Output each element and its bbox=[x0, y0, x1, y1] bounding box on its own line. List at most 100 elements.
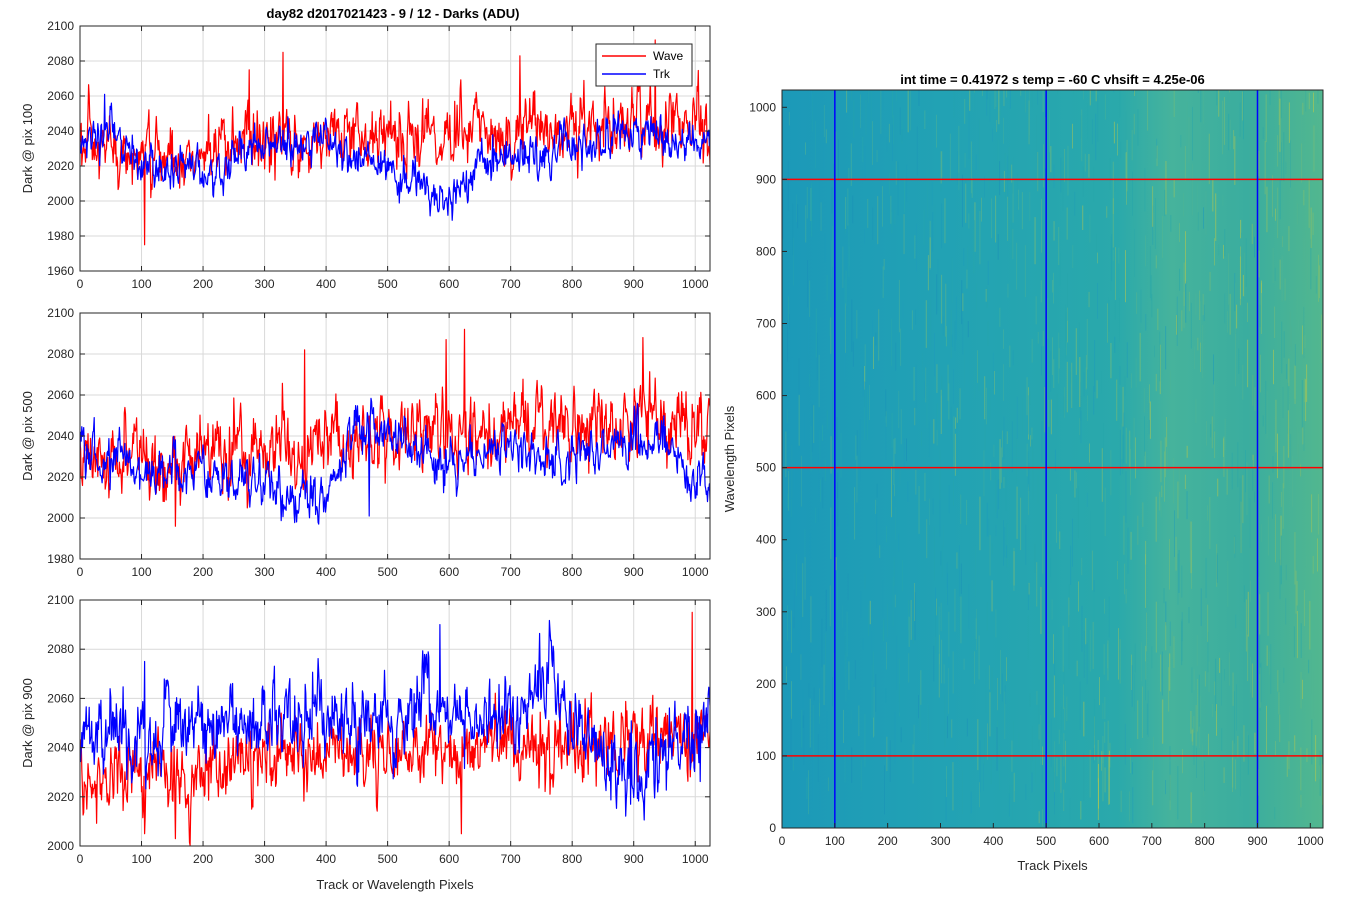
heatmap-streak bbox=[1068, 597, 1070, 628]
heatmap-streak bbox=[852, 341, 854, 367]
heatmap-streak bbox=[1011, 164, 1013, 183]
heatmap-streak bbox=[815, 308, 817, 358]
heatmap-streak bbox=[1146, 612, 1147, 652]
heatmap-streak bbox=[1284, 278, 1286, 301]
heatmap-streak bbox=[908, 616, 910, 647]
heatmap-streak bbox=[949, 133, 951, 180]
heatmap-streak bbox=[1200, 342, 1201, 372]
heatmap-streak bbox=[1044, 387, 1046, 433]
heatmap-streak bbox=[1242, 274, 1244, 297]
heatmap-streak bbox=[1110, 343, 1112, 379]
heatmap-streak bbox=[1137, 515, 1139, 545]
y-axis-label: Dark @ pix 500 bbox=[20, 391, 35, 481]
heatmap-streak bbox=[900, 409, 902, 445]
heatmap-streak bbox=[840, 432, 842, 478]
heatmap-streak bbox=[792, 203, 794, 256]
heatmap-streak bbox=[1214, 238, 1215, 266]
heatmap-streak bbox=[986, 286, 988, 308]
heatmap-streak bbox=[875, 332, 877, 346]
heatmap-streak bbox=[1267, 592, 1269, 636]
heatmap-streak bbox=[1083, 752, 1085, 801]
y-tick-label: 2040 bbox=[47, 429, 74, 443]
heatmap-streak bbox=[936, 114, 937, 148]
heatmap-streak bbox=[898, 658, 900, 702]
y-tick-label: 700 bbox=[756, 317, 776, 331]
heatmap-streak bbox=[1050, 544, 1052, 583]
series-line-wave bbox=[80, 328, 710, 527]
heatmap-streak bbox=[964, 348, 965, 391]
heatmap-streak bbox=[989, 92, 991, 122]
heatmap-streak bbox=[1067, 273, 1068, 321]
heatmap-streak bbox=[974, 651, 975, 685]
heatmap-streak bbox=[1200, 588, 1202, 626]
x-tick-label: 400 bbox=[983, 834, 1003, 848]
heatmap-streak bbox=[1254, 491, 1255, 503]
heatmap-streak bbox=[1165, 601, 1167, 626]
heatmap-streak bbox=[1038, 811, 1040, 824]
heatmap-streak bbox=[806, 187, 808, 219]
heatmap-streak bbox=[1170, 370, 1171, 395]
heatmap-streak bbox=[824, 233, 826, 263]
heatmap-streak bbox=[955, 296, 957, 341]
heatmap-streak bbox=[1265, 94, 1267, 143]
heatmap-streak bbox=[989, 692, 991, 737]
heatmap-streak bbox=[975, 618, 977, 639]
heatmap-streak bbox=[1193, 716, 1195, 733]
heatmap-streak bbox=[1126, 342, 1128, 378]
heatmap-streak bbox=[1096, 233, 1097, 253]
heatmap-streak bbox=[847, 573, 849, 601]
heatmap-streak bbox=[1037, 90, 1039, 105]
heatmap-streak bbox=[1270, 644, 1272, 694]
heatmap-streak bbox=[887, 603, 888, 638]
heatmap-streak bbox=[1024, 90, 1026, 113]
heatmap-streak bbox=[1037, 152, 1039, 192]
heatmap-streak bbox=[913, 367, 915, 401]
heatmap-streak bbox=[992, 128, 993, 142]
heatmap-streak bbox=[987, 723, 988, 760]
heatmap-streak bbox=[967, 321, 969, 338]
heatmap-streak bbox=[1031, 427, 1033, 440]
heatmap-streak bbox=[1283, 331, 1285, 358]
heatmap-streak bbox=[1303, 420, 1305, 451]
heatmap-streak bbox=[921, 352, 923, 375]
heatmap-streak bbox=[894, 711, 896, 765]
heatmap-streak bbox=[927, 704, 929, 744]
heatmap-streak bbox=[953, 368, 954, 404]
heatmap-streak bbox=[1145, 313, 1147, 331]
heatmap-streak bbox=[1202, 324, 1204, 379]
heatmap-streak bbox=[1278, 692, 1280, 715]
heatmap-streak bbox=[1197, 90, 1199, 93]
heatmap-streak bbox=[1012, 179, 1014, 223]
heatmap-streak bbox=[1027, 615, 1029, 660]
heatmap-streak bbox=[847, 188, 849, 226]
heatmap-streak bbox=[915, 470, 917, 495]
heatmap-streak bbox=[798, 358, 800, 396]
heatmap-streak bbox=[1020, 497, 1022, 551]
heatmap-streak bbox=[1304, 335, 1306, 349]
heatmap-streak bbox=[899, 107, 901, 135]
heatmap-streak bbox=[1012, 350, 1014, 366]
heatmap-streak bbox=[946, 589, 948, 603]
heatmap-streak bbox=[842, 605, 843, 628]
x-tick-label: 300 bbox=[930, 834, 950, 848]
heatmap-streak bbox=[1135, 357, 1137, 388]
heatmap-streak bbox=[1145, 235, 1146, 267]
heatmap-streak bbox=[1203, 207, 1204, 229]
heatmap-streak bbox=[1260, 354, 1261, 393]
heatmap-streak bbox=[1197, 679, 1198, 732]
heatmap-streak bbox=[1179, 268, 1181, 291]
heatmap-streak bbox=[855, 435, 857, 460]
heatmap-streak bbox=[1100, 747, 1102, 771]
heatmap-streak bbox=[1135, 437, 1136, 479]
heatmap-streak bbox=[1215, 658, 1217, 711]
heatmap-streak bbox=[807, 312, 809, 355]
heatmap-streak bbox=[1313, 92, 1314, 113]
heatmap-streak bbox=[812, 750, 814, 802]
heatmap-streak bbox=[984, 176, 985, 198]
heatmap-streak bbox=[825, 589, 827, 632]
heatmap-streak bbox=[1006, 523, 1008, 568]
heatmap-streak bbox=[1013, 721, 1014, 750]
heatmap-streak bbox=[964, 99, 966, 124]
heatmap-streak bbox=[1273, 349, 1274, 385]
heatmap-streak bbox=[886, 526, 887, 543]
